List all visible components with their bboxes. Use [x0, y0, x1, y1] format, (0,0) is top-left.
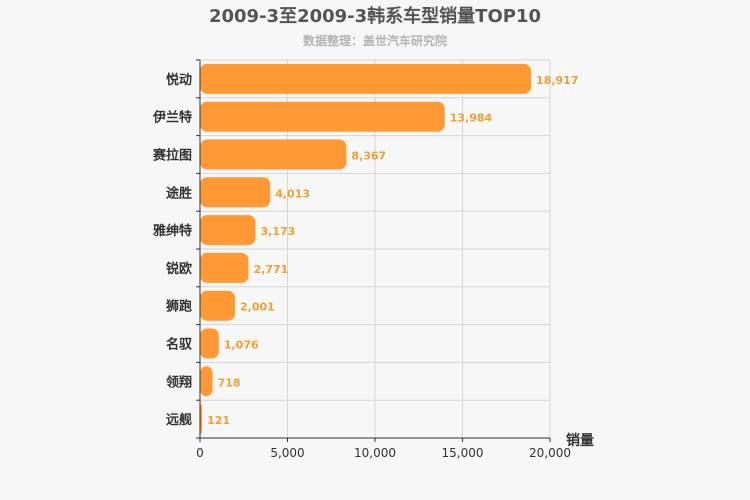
x-tick-label: 0 [196, 446, 204, 460]
bar [200, 139, 347, 170]
bar [200, 63, 532, 94]
category-label: 悦动 [166, 72, 192, 88]
data-label: 18,917 [536, 74, 578, 87]
x-tick-label: 5,000 [270, 446, 304, 460]
bar [200, 290, 236, 321]
data-label: 3,173 [261, 225, 296, 238]
x-tick-label: 10,000 [354, 446, 396, 460]
category-label: 赛拉图 [152, 148, 192, 164]
chart-title: 2009-3至2009-3韩系车型销量TOP10 [209, 5, 541, 27]
data-label: 2,771 [253, 263, 288, 276]
x-tick-label: 15,000 [442, 446, 484, 460]
category-label: 途胜 [166, 185, 192, 201]
category-label: 领翔 [166, 374, 192, 390]
grid-lines [200, 59, 551, 439]
category-label: 远舰 [166, 412, 192, 428]
data-label: 13,984 [450, 112, 493, 125]
bars-group: 18,917 13,984 8,367 4,013 3,173 2,771 2,001 1,0… [200, 63, 579, 435]
bar [200, 328, 219, 359]
bar [200, 252, 249, 283]
x-axis-title: 销量 [566, 432, 594, 449]
category-label: 伊兰特 [152, 110, 192, 126]
category-label: 锐欧 [166, 261, 192, 277]
data-label: 8,367 [351, 150, 386, 163]
data-label: 4,013 [275, 187, 310, 200]
chart-subtitle: 数据整理：盖世汽车研究院 [303, 33, 447, 48]
category-label: 名驭 [166, 337, 193, 353]
data-label: 2,001 [240, 301, 275, 314]
data-label: 1,076 [224, 339, 259, 352]
category-label: 雅绅特 [153, 223, 192, 239]
data-label: 718 [218, 376, 241, 389]
bar [200, 404, 203, 435]
category-label: 狮跑 [165, 299, 192, 315]
bar [200, 177, 271, 208]
x-tick-label: 20,000 [529, 446, 571, 460]
bar [200, 366, 213, 397]
bar [200, 101, 445, 132]
bar [200, 215, 256, 246]
data-label: 121 [207, 414, 230, 427]
